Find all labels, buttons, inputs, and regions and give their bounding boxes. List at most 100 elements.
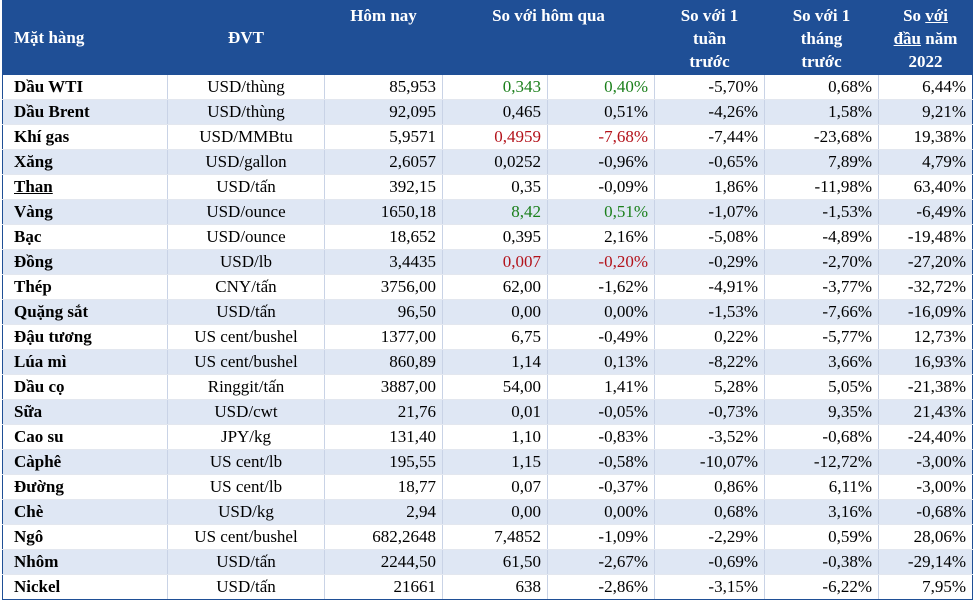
header-vs-month: So với 1 tháng trước: [764, 0, 879, 75]
cell-change: 6,75: [442, 324, 548, 350]
cell-today: 860,89: [324, 349, 443, 375]
cell-vs-month: -6,22%: [764, 574, 879, 600]
cell-unit: USD/ounce: [167, 224, 325, 250]
table-row: Thép CNY/tấn 3756,00 62,00 -1,62% -4,91% -3,77…: [2, 274, 973, 300]
cell-change-pct: -2,67%: [547, 549, 655, 575]
cell-vs-week: 0,86%: [654, 474, 765, 500]
cell-vs-week: -2,29%: [654, 524, 765, 550]
cell-vs-month: -1,53%: [764, 199, 879, 225]
cell-unit: US cent/bushel: [167, 524, 325, 550]
cell-change: 638: [442, 574, 548, 600]
cell-item: Dầu WTI: [2, 74, 168, 100]
cell-item: Lúa mì: [2, 349, 168, 375]
cell-vs-month: 9,35%: [764, 399, 879, 425]
cell-vs-month: -23,68%: [764, 124, 879, 150]
cell-vs-week: -3,15%: [654, 574, 765, 600]
cell-vs-ytd: -27,20%: [878, 249, 973, 275]
table-row: Dầu cọ Ringgit/tấn 3887,00 54,00 1,41% 5,28% 5…: [2, 374, 973, 400]
header-vs-week-line2: tuần: [692, 29, 727, 48]
header-row: Mặt hàng ĐVT Hôm nay So với hôm qua So v…: [2, 0, 973, 75]
cell-change: 0,01: [442, 399, 548, 425]
cell-change: 7,4852: [442, 524, 548, 550]
cell-vs-month: 5,05%: [764, 374, 879, 400]
cell-change-pct: 0,40%: [547, 74, 655, 100]
cell-vs-ytd: -24,40%: [878, 424, 973, 450]
table-row: Nickel USD/tấn 21661 638 -2,86% -3,15% -6,22% 7…: [2, 574, 973, 600]
header-vs-week-line1: So với 1: [680, 6, 739, 25]
cell-vs-week: -5,08%: [654, 224, 765, 250]
cell-today: 96,50: [324, 299, 443, 325]
cell-change-pct: -0,20%: [547, 249, 655, 275]
cell-today: 392,15: [324, 174, 443, 200]
cell-change: 0,395: [442, 224, 548, 250]
cell-change-pct: 1,41%: [547, 374, 655, 400]
cell-change: 8,42: [442, 199, 548, 225]
cell-vs-ytd: -29,14%: [878, 549, 973, 575]
header-vs-week: So với 1 tuần trước: [654, 0, 765, 75]
cell-vs-ytd: 63,40%: [878, 174, 973, 200]
cell-today: 1377,00: [324, 324, 443, 350]
cell-vs-ytd: -3,00%: [878, 474, 973, 500]
header-vs-yesterday: So với hôm qua: [442, 0, 655, 75]
cell-today: 5,9571: [324, 124, 443, 150]
cell-vs-month: 3,16%: [764, 499, 879, 525]
cell-unit: USD/cwt: [167, 399, 325, 425]
cell-item: Dầu cọ: [2, 374, 168, 400]
header-vs-month-line1: So với 1: [792, 6, 851, 25]
cell-change: 62,00: [442, 274, 548, 300]
cell-vs-month: -5,77%: [764, 324, 879, 350]
cell-vs-week: -5,70%: [654, 74, 765, 100]
table-row: Cao su JPY/kg 131,40 1,10 -0,83% -3,52% -0,68%…: [2, 424, 973, 450]
cell-item: Ngô: [2, 524, 168, 550]
cell-item: Chè: [2, 499, 168, 525]
cell-change-pct: -0,83%: [547, 424, 655, 450]
cell-unit: US cent/bushel: [167, 324, 325, 350]
cell-change: 0,343: [442, 74, 548, 100]
cell-vs-week: -0,69%: [654, 549, 765, 575]
cell-item: Than: [2, 174, 168, 200]
cell-vs-week: 5,28%: [654, 374, 765, 400]
cell-change: 0,00: [442, 299, 548, 325]
cell-vs-week: -1,07%: [654, 199, 765, 225]
cell-change: 1,15: [442, 449, 548, 475]
cell-change-pct: 2,16%: [547, 224, 655, 250]
cell-unit: USD/kg: [167, 499, 325, 525]
cell-item: Nhôm: [2, 549, 168, 575]
cell-change-pct: -0,09%: [547, 174, 655, 200]
cell-change-pct: -0,49%: [547, 324, 655, 350]
cell-vs-month: -12,72%: [764, 449, 879, 475]
cell-change: 0,465: [442, 99, 548, 125]
cell-vs-week: -7,44%: [654, 124, 765, 150]
cell-vs-ytd: -0,68%: [878, 499, 973, 525]
cell-vs-month: 0,59%: [764, 524, 879, 550]
cell-change: 0,007: [442, 249, 548, 275]
cell-change-pct: -1,09%: [547, 524, 655, 550]
cell-vs-ytd: 9,21%: [878, 99, 973, 125]
cell-item: Cao su: [2, 424, 168, 450]
cell-vs-ytd: -19,48%: [878, 224, 973, 250]
cell-item: Bạc: [2, 224, 168, 250]
cell-today: 21,76: [324, 399, 443, 425]
cell-unit: USD/tấn: [167, 299, 325, 325]
cell-unit: USD/lb: [167, 249, 325, 275]
cell-change: 0,4959: [442, 124, 548, 150]
cell-item: Thép: [2, 274, 168, 300]
cell-vs-ytd: 21,43%: [878, 399, 973, 425]
cell-change-pct: -0,96%: [547, 149, 655, 175]
cell-change-pct: 0,13%: [547, 349, 655, 375]
cell-today: 2244,50: [324, 549, 443, 575]
cell-item: Xăng: [2, 149, 168, 175]
cell-unit: US cent/lb: [167, 474, 325, 500]
header-vs-ytd-line1a: So: [903, 6, 926, 25]
cell-vs-ytd: 28,06%: [878, 524, 973, 550]
cell-vs-ytd: -6,49%: [878, 199, 973, 225]
table-row: Dầu Brent USD/thùng 92,095 0,465 0,51% -4,26%…: [2, 99, 973, 125]
table-row: Nhôm USD/tấn 2244,50 61,50 -2,67% -0,69% -0,38…: [2, 549, 973, 575]
header-vs-ytd-line3: 2022: [908, 52, 943, 71]
cell-vs-month: -0,38%: [764, 549, 879, 575]
table-row: Than USD/tấn 392,15 0,35 -0,09% 1,86% -11,98% 6…: [2, 174, 973, 200]
cell-change: 54,00: [442, 374, 548, 400]
table-body: Dầu WTI USD/thùng 85,953 0,343 0,40% -5,70% 0,…: [2, 74, 973, 600]
cell-change: 1,14: [442, 349, 548, 375]
cell-today: 1650,18: [324, 199, 443, 225]
